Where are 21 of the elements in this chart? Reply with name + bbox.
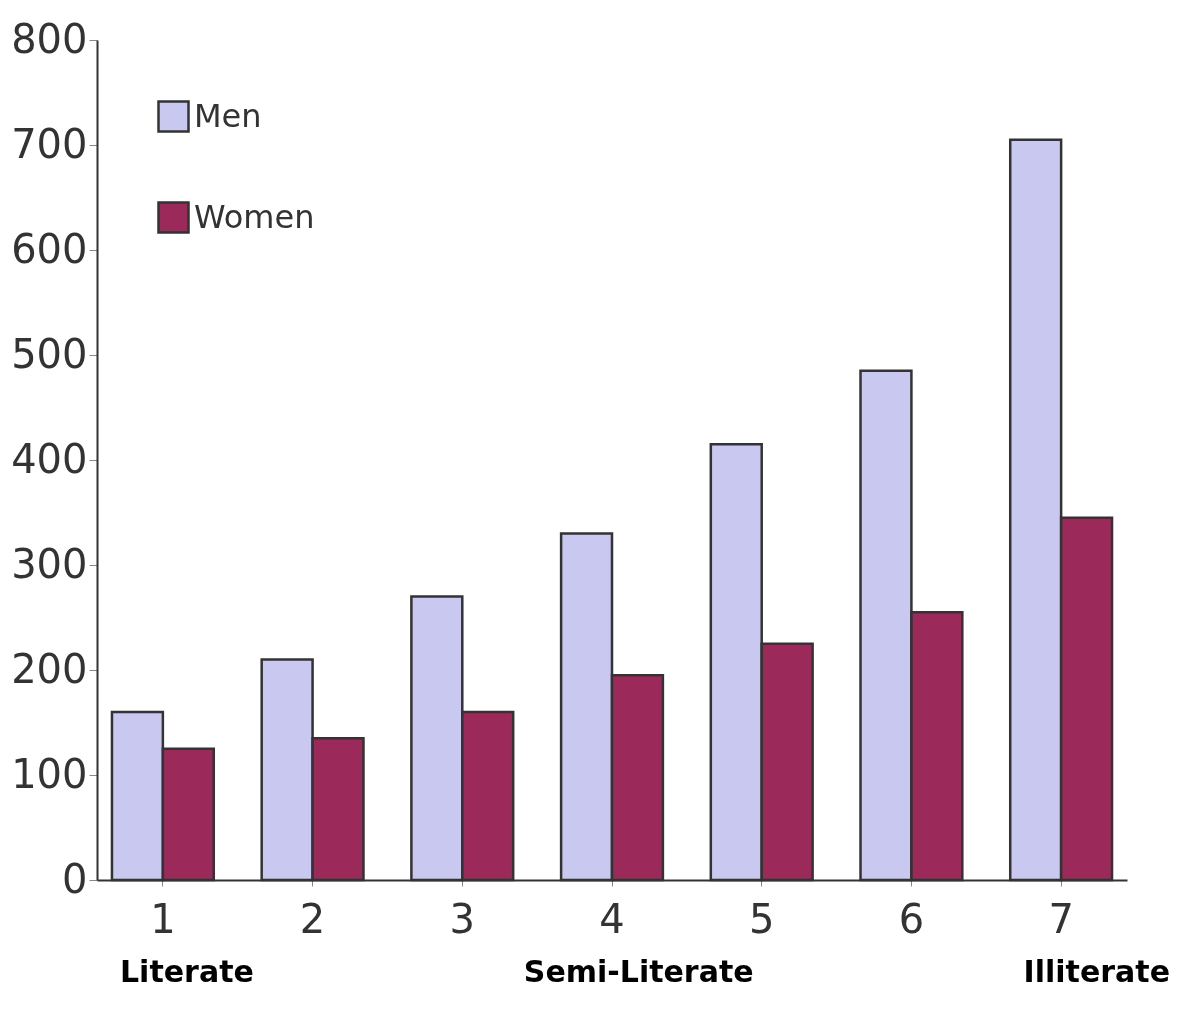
y-tick-label: 0 xyxy=(62,855,88,902)
text: Semi-Literate xyxy=(523,954,754,989)
text: Literate xyxy=(120,954,254,989)
x-tick-label: 5 xyxy=(748,895,775,942)
y-tick-label: 700 xyxy=(11,120,88,167)
legend-label: Women xyxy=(194,197,315,236)
y-tick-label: 400 xyxy=(11,435,88,482)
x-tick-label: 3 xyxy=(449,895,476,942)
y-tick-label: 100 xyxy=(11,750,88,797)
x-tick-label: 2 xyxy=(299,895,326,942)
x-tick-label: 4 xyxy=(599,895,625,942)
x-tick-label: 7 xyxy=(1048,895,1074,942)
x-tick-label: 6 xyxy=(898,895,925,942)
x-tick-label: 1 xyxy=(150,895,176,942)
y-tick-label: 500 xyxy=(11,330,88,377)
text: Illiterate xyxy=(1023,954,1170,989)
y-tick-label: 200 xyxy=(11,645,88,692)
y-tick-label: 300 xyxy=(11,540,88,587)
y-tick-label: 800 xyxy=(11,15,88,62)
y-tick-label: 600 xyxy=(11,225,88,272)
legend-label: Men xyxy=(194,96,262,135)
